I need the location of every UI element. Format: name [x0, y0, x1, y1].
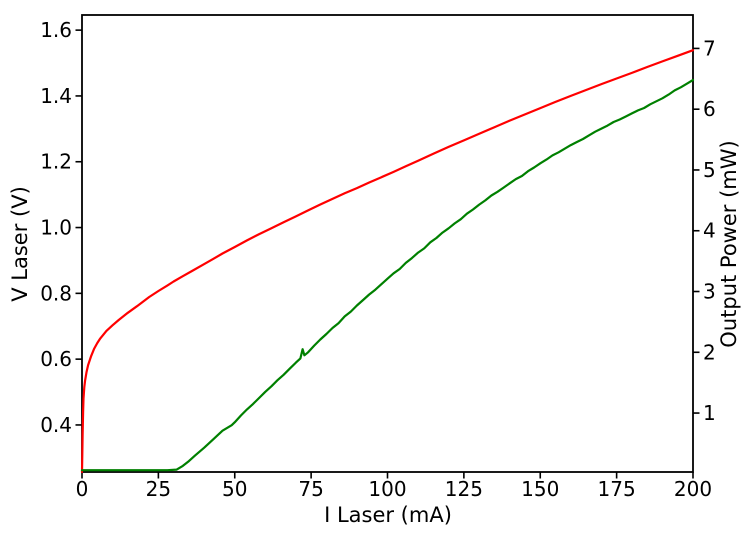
x-tick-label: 75 [298, 477, 323, 501]
y-left-tick-label: 1.6 [40, 18, 72, 42]
x-tick-label: 200 [674, 477, 712, 501]
y-right-tick-label: 5 [703, 158, 716, 182]
y-right-tick-label: 2 [703, 340, 716, 364]
y-left-tick-label: 1.2 [40, 150, 72, 174]
x-tick-label: 25 [146, 477, 171, 501]
x-tick-label: 125 [445, 477, 483, 501]
output-power-curve [80, 78, 695, 472]
tick-labels-group: 0 25 50 75 100 125 150 175 2000.40.60.81.01.21.4… [40, 18, 716, 501]
y-left-tick-label: 0.8 [40, 281, 72, 305]
data-curves-group [80, 49, 695, 474]
x-tick-label: 0 [76, 477, 89, 501]
x-tick-label: 100 [368, 477, 406, 501]
y-right-tick-label: 1 [703, 401, 716, 425]
y-right-tick-label: 7 [703, 36, 716, 60]
x-tick-label: 175 [598, 477, 636, 501]
y-right-tick-label: 4 [703, 219, 716, 243]
y-left-tick-label: 0.6 [40, 347, 72, 371]
y-axis-label-left: V Laser (V) [8, 186, 32, 302]
x-tick-label: 150 [521, 477, 559, 501]
y-axis-label-right: Output Power (mW) [717, 140, 741, 347]
y-right-tick-label: 6 [703, 97, 716, 121]
y-right-tick-label: 3 [703, 280, 716, 304]
x-axis-label: I Laser (mA) [324, 503, 452, 527]
tick-marks-group [75, 29, 700, 479]
x-tick-label: 50 [222, 477, 247, 501]
y-left-tick-label: 0.4 [40, 413, 72, 437]
y-left-tick-label: 1.4 [40, 84, 72, 108]
laser-voltage-curve [80, 49, 695, 474]
y-left-tick-label: 1.0 [40, 216, 72, 240]
